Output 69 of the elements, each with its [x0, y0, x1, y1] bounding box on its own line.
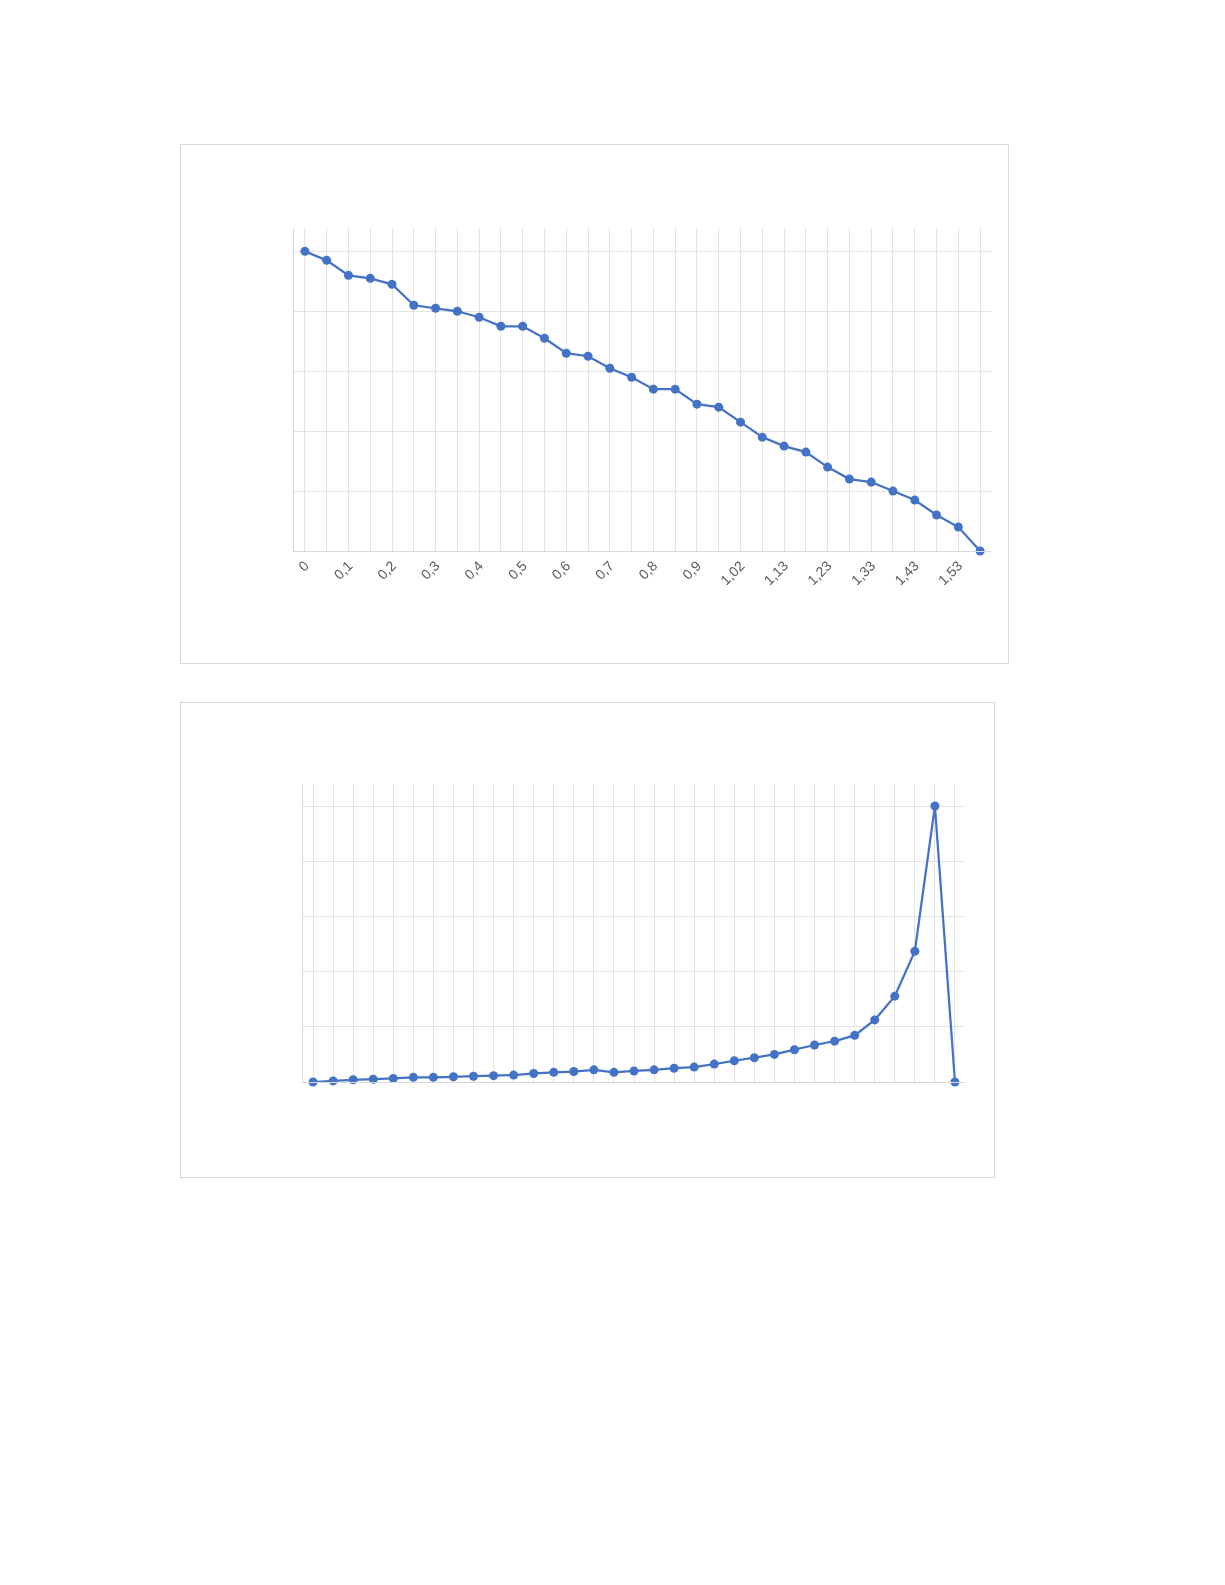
point — [870, 1015, 880, 1025]
point — [844, 474, 854, 484]
point — [583, 351, 593, 361]
x-tick-label: 0,8 — [635, 557, 661, 583]
point — [627, 372, 637, 382]
point — [549, 1067, 559, 1077]
point — [670, 384, 680, 394]
point — [648, 384, 658, 394]
point — [609, 1067, 619, 1077]
point — [714, 402, 724, 412]
point — [692, 399, 702, 409]
point — [669, 1063, 679, 1073]
point — [387, 279, 397, 289]
x-tick-label: 0,3 — [417, 557, 443, 583]
point — [910, 495, 920, 505]
point — [749, 1053, 759, 1063]
point — [689, 1062, 699, 1072]
point — [474, 312, 484, 322]
point — [729, 1056, 739, 1066]
point — [769, 1049, 779, 1059]
point — [810, 1040, 820, 1050]
point — [496, 321, 506, 331]
point — [930, 801, 940, 811]
point — [801, 447, 811, 457]
point — [932, 510, 942, 520]
point — [910, 946, 920, 956]
point — [890, 991, 900, 1001]
point — [448, 1072, 458, 1082]
point — [428, 1072, 438, 1082]
point — [850, 1030, 860, 1040]
point — [779, 441, 789, 451]
point — [388, 1073, 398, 1083]
point — [539, 333, 549, 343]
point — [408, 1072, 418, 1082]
point — [830, 1036, 840, 1046]
x-tick-label: 0,6 — [548, 557, 574, 583]
point — [365, 273, 375, 283]
point — [452, 306, 462, 316]
x-tick-label: 0,4 — [461, 557, 487, 583]
point — [789, 1045, 799, 1055]
point — [649, 1065, 659, 1075]
point — [529, 1068, 539, 1078]
point — [322, 255, 332, 265]
point — [489, 1071, 499, 1081]
point — [823, 462, 833, 472]
point — [431, 303, 441, 313]
point — [866, 477, 876, 487]
point — [518, 321, 528, 331]
point — [409, 300, 419, 310]
point — [569, 1067, 579, 1077]
x-tick-label: 0,1 — [330, 557, 356, 583]
x-tick-label: 0,2 — [374, 557, 400, 583]
point — [629, 1066, 639, 1076]
x-tick-label: 0,9 — [678, 557, 705, 583]
x-tick-label: 0 — [295, 557, 313, 575]
point — [757, 432, 767, 442]
point — [561, 348, 571, 358]
point — [888, 486, 898, 496]
point — [469, 1071, 479, 1081]
point — [300, 246, 310, 256]
point — [953, 522, 963, 532]
point — [509, 1070, 519, 1080]
point — [709, 1059, 719, 1069]
point — [343, 270, 353, 280]
point — [605, 363, 615, 373]
point — [589, 1065, 599, 1075]
point — [736, 417, 746, 427]
x-tick-label: 0,5 — [504, 557, 530, 583]
x-tick-label: 0,7 — [591, 557, 618, 583]
